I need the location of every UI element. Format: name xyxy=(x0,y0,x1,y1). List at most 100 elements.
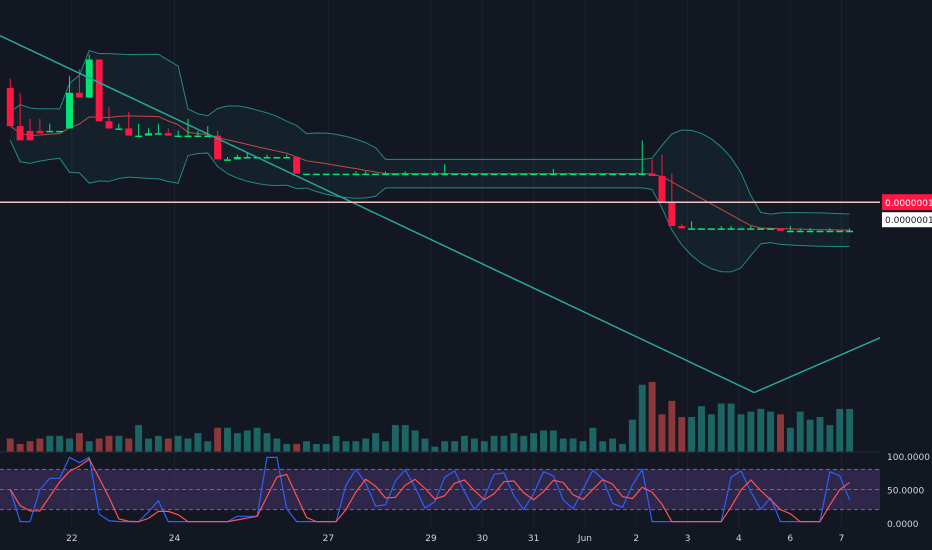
candle-body xyxy=(66,92,73,129)
volume-bar xyxy=(777,414,784,452)
time-tick-label: 4 xyxy=(736,534,742,544)
second-price-label: 0.00000018 xyxy=(885,216,932,226)
volume-bar xyxy=(66,438,73,452)
candle-body xyxy=(431,173,439,176)
candle-body xyxy=(806,230,814,233)
volume-bar xyxy=(520,435,528,452)
volume-bar xyxy=(589,427,597,452)
candle-body xyxy=(638,173,646,176)
candle-body xyxy=(549,173,557,176)
volume-bar xyxy=(628,419,636,452)
candle-body xyxy=(224,159,231,161)
candle-body xyxy=(786,230,794,233)
rsi-tick-label: 100.0000 xyxy=(887,453,930,463)
candle-body xyxy=(273,157,281,159)
candle-body xyxy=(757,228,765,230)
bollinger-lower xyxy=(9,140,850,273)
candle-body xyxy=(46,130,54,133)
volume-bar xyxy=(145,438,152,452)
candle-body xyxy=(816,230,824,233)
candle-body xyxy=(520,173,528,176)
volume-bar xyxy=(36,438,44,452)
volume-bar xyxy=(75,433,83,452)
candle-body xyxy=(727,228,735,230)
volume-bar xyxy=(105,435,113,452)
candle-body xyxy=(599,173,607,176)
volume-bar xyxy=(204,441,212,452)
candle-body xyxy=(470,173,478,176)
volume-bar xyxy=(322,443,330,452)
candle-body xyxy=(283,157,291,159)
volume-bar xyxy=(85,441,93,452)
volume-bar xyxy=(826,425,834,452)
candle-body xyxy=(826,230,834,233)
candle-body xyxy=(332,173,340,176)
volume-bar xyxy=(540,430,547,452)
candle-body xyxy=(174,135,182,138)
trendline-descending xyxy=(0,35,755,394)
volume-bar xyxy=(214,427,222,452)
candle-body xyxy=(530,173,538,176)
volume-bar xyxy=(283,443,291,452)
candle-body xyxy=(510,173,518,176)
rsi-tick-label: 50.0000 xyxy=(887,487,924,497)
volume-bar xyxy=(253,427,261,452)
candle-body xyxy=(401,173,409,176)
volume-bar xyxy=(747,411,755,452)
volume-bar xyxy=(273,438,281,452)
candle-body xyxy=(559,173,567,176)
volume-bar xyxy=(569,438,577,452)
volume-bar xyxy=(174,435,182,452)
volume-bar xyxy=(658,414,666,452)
time-tick-label: 22 xyxy=(66,534,77,544)
volume-bar xyxy=(470,438,478,452)
volume-bar xyxy=(698,406,705,452)
candle-body xyxy=(836,230,844,233)
volume-bar xyxy=(688,417,696,452)
volume-bar xyxy=(786,427,794,452)
candle-body xyxy=(421,173,429,176)
candle-body xyxy=(184,135,192,138)
candle-body xyxy=(569,173,577,176)
time-tick-label: 24 xyxy=(169,534,181,544)
second-price-badge xyxy=(882,212,932,228)
candle-body xyxy=(56,130,64,133)
candle-body xyxy=(303,173,310,176)
candle-body xyxy=(154,133,162,135)
candle-body xyxy=(451,173,459,176)
time-tick-label: 2 xyxy=(633,534,639,544)
candle-body xyxy=(500,173,508,176)
volume-bar xyxy=(638,384,646,452)
volume-bar xyxy=(510,433,518,452)
volume-bar xyxy=(46,435,54,452)
last-price-badge xyxy=(882,194,932,211)
candle-body xyxy=(648,173,656,177)
candle-body xyxy=(658,176,666,203)
volume-bar xyxy=(16,443,24,452)
candle-body xyxy=(540,173,547,176)
volume-bar xyxy=(56,435,64,452)
bollinger-upper xyxy=(9,49,850,215)
candle-body xyxy=(105,121,113,129)
volume-bar xyxy=(332,435,340,452)
candle-body xyxy=(342,173,350,176)
volume-bar xyxy=(559,438,567,452)
candle-body xyxy=(95,59,103,122)
candle-body xyxy=(846,230,854,233)
time-tick-label: 6 xyxy=(787,534,793,544)
time-tick-label: Jun xyxy=(577,534,592,544)
volume-bar xyxy=(599,441,607,452)
volume-bar xyxy=(135,425,143,452)
time-tick-label: 27 xyxy=(323,534,334,544)
candle-body xyxy=(441,173,449,176)
volume-bar xyxy=(194,433,202,452)
bollinger-fill xyxy=(10,50,850,272)
candle-body xyxy=(717,228,725,230)
volume-bar xyxy=(372,433,380,452)
volume-bar xyxy=(480,441,488,452)
candle-body xyxy=(796,230,804,233)
volume-bar xyxy=(461,435,468,452)
volume-bar xyxy=(609,438,617,452)
volume-bar xyxy=(6,438,14,452)
